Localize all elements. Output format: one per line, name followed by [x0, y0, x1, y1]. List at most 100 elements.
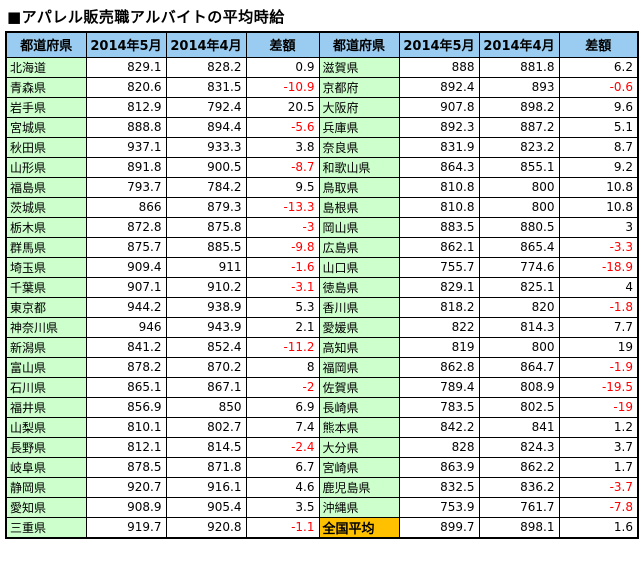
wage-may-cell: 856.9 [85, 396, 167, 418]
diff-cell: -1.6 [245, 256, 320, 278]
wage-table: 都道府県 2014年5月 2014年4月 差額 都道府県 2014年5月 201… [5, 31, 639, 539]
prefecture-cell: 沖縄県 [318, 496, 400, 518]
wage-apr-cell: 916.1 [165, 476, 247, 498]
wage-apr-cell: 814.5 [165, 436, 247, 458]
wage-apr-cell: 871.8 [165, 456, 247, 478]
table-row: 富山県 878.2 870.2 8 福岡県 862.8 864.7 -1.9 [5, 356, 639, 378]
diff-cell: 3.5 [245, 496, 320, 518]
diff-cell: 1.6 [558, 516, 639, 538]
diff-cell: 7.7 [558, 316, 639, 338]
wage-apr-cell: 881.8 [478, 56, 560, 78]
wage-may-cell: 810.1 [85, 416, 167, 438]
wage-may-cell: 878.2 [85, 356, 167, 378]
diff-cell: -3.3 [558, 236, 639, 258]
wage-may-cell: 865.1 [85, 376, 167, 398]
wage-may-cell: 812.1 [85, 436, 167, 458]
table-row: 埼玉県 909.4 911 -1.6 山口県 755.7 774.6 -18.9 [5, 256, 639, 278]
wage-may-cell: 899.7 [398, 516, 480, 538]
table-row: 静岡県 920.7 916.1 4.6 鹿児島県 832.5 836.2 -3.7 [5, 476, 639, 498]
wage-apr-cell: 885.5 [165, 236, 247, 258]
table-row: 福井県 856.9 850 6.9 長崎県 783.5 802.5 -19 [5, 396, 639, 418]
wage-apr-cell: 802.7 [165, 416, 247, 438]
wage-apr-cell: 820 [478, 296, 560, 318]
wage-may-cell: 842.2 [398, 416, 480, 438]
prefecture-cell: 鳥取県 [318, 176, 400, 198]
prefecture-cell: 熊本県 [318, 416, 400, 438]
header-prefecture-left: 都道府県 [5, 31, 87, 58]
diff-cell: -1.1 [245, 516, 320, 538]
diff-cell: -9.8 [245, 236, 320, 258]
table-row: 宮城県 888.8 894.4 -5.6 兵庫県 892.3 887.2 5.1 [5, 116, 639, 138]
wage-apr-cell: 905.4 [165, 496, 247, 518]
table-row: 千葉県 907.1 910.2 -3.1 徳島県 829.1 825.1 4 [5, 276, 639, 298]
prefecture-cell: 滋賀県 [318, 56, 400, 78]
table-row: 神奈川県 946 943.9 2.1 愛媛県 822 814.3 7.7 [5, 316, 639, 338]
prefecture-cell: 長崎県 [318, 396, 400, 418]
wage-apr-cell: 836.2 [478, 476, 560, 498]
wage-apr-cell: 774.6 [478, 256, 560, 278]
wage-apr-cell: 792.4 [165, 96, 247, 118]
prefecture-cell: 群馬県 [5, 236, 87, 258]
prefecture-cell: 大分県 [318, 436, 400, 458]
wage-may-cell: 866 [85, 196, 167, 218]
wage-may-cell: 783.5 [398, 396, 480, 418]
prefecture-cell: 香川県 [318, 296, 400, 318]
wage-may-cell: 829.1 [85, 56, 167, 78]
wage-may-cell: 907.8 [398, 96, 480, 118]
diff-cell: -11.2 [245, 336, 320, 358]
prefecture-cell: 佐賀県 [318, 376, 400, 398]
table-row: 栃木県 872.8 875.8 -3 岡山県 883.5 880.5 3 [5, 216, 639, 238]
wage-may-cell: 937.1 [85, 136, 167, 158]
diff-cell: 1.7 [558, 456, 639, 478]
wage-apr-cell: 870.2 [165, 356, 247, 378]
diff-cell: -13.3 [245, 196, 320, 218]
wage-may-cell: 818.2 [398, 296, 480, 318]
diff-cell: 8.7 [558, 136, 639, 158]
prefecture-cell: 埼玉県 [5, 256, 87, 278]
table-row: 山形県 891.8 900.5 -8.7 和歌山県 864.3 855.1 9.2 [5, 156, 639, 178]
table-row: 東京都 944.2 938.9 5.3 香川県 818.2 820 -1.8 [5, 296, 639, 318]
header-diff-left: 差額 [245, 31, 320, 58]
wage-apr-cell: 828.2 [165, 56, 247, 78]
header-diff-right: 差額 [558, 31, 639, 58]
table-row: 愛知県 908.9 905.4 3.5 沖縄県 753.9 761.7 -7.8 [5, 496, 639, 518]
prefecture-cell: 宮崎県 [318, 456, 400, 478]
prefecture-cell: 山梨県 [5, 416, 87, 438]
diff-cell: 5.3 [245, 296, 320, 318]
national-average-cell: 全国平均 [318, 516, 400, 538]
table-row: 秋田県 937.1 933.3 3.8 奈良県 831.9 823.2 8.7 [5, 136, 639, 158]
wage-may-cell: 888.8 [85, 116, 167, 138]
wage-may-cell: 909.4 [85, 256, 167, 278]
page-title: ■アパレル販売職アルバイトの平均時給 [7, 8, 285, 26]
prefecture-cell: 広島県 [318, 236, 400, 258]
wage-apr-cell: 943.9 [165, 316, 247, 338]
wage-apr-cell: 933.3 [165, 136, 247, 158]
prefecture-cell: 千葉県 [5, 276, 87, 298]
table-row: 石川県 865.1 867.1 -2 佐賀県 789.4 808.9 -19.5 [5, 376, 639, 398]
header-prefecture-right: 都道府県 [318, 31, 400, 58]
diff-cell: 6.9 [245, 396, 320, 418]
wage-may-cell: 753.9 [398, 496, 480, 518]
wage-apr-cell: 823.2 [478, 136, 560, 158]
prefecture-cell: 福井県 [5, 396, 87, 418]
wage-apr-cell: 784.2 [165, 176, 247, 198]
wage-apr-cell: 880.5 [478, 216, 560, 238]
header-apr-left: 2014年4月 [165, 31, 247, 58]
diff-cell: 3 [558, 216, 639, 238]
prefecture-cell: 愛知県 [5, 496, 87, 518]
wage-apr-cell: 911 [165, 256, 247, 278]
diff-cell: -8.7 [245, 156, 320, 178]
diff-cell: 9.2 [558, 156, 639, 178]
diff-cell: -0.6 [558, 76, 639, 98]
prefecture-cell: 宮城県 [5, 116, 87, 138]
wage-apr-cell: 867.1 [165, 376, 247, 398]
wage-apr-cell: 825.1 [478, 276, 560, 298]
prefecture-cell: 栃木県 [5, 216, 87, 238]
diff-cell: 6.7 [245, 456, 320, 478]
wage-may-cell: 888 [398, 56, 480, 78]
diff-cell: 4.6 [245, 476, 320, 498]
prefecture-cell: 秋田県 [5, 136, 87, 158]
table-row: 長野県 812.1 814.5 -2.4 大分県 828 824.3 3.7 [5, 436, 639, 458]
wage-may-cell: 891.8 [85, 156, 167, 178]
prefecture-cell: 静岡県 [5, 476, 87, 498]
